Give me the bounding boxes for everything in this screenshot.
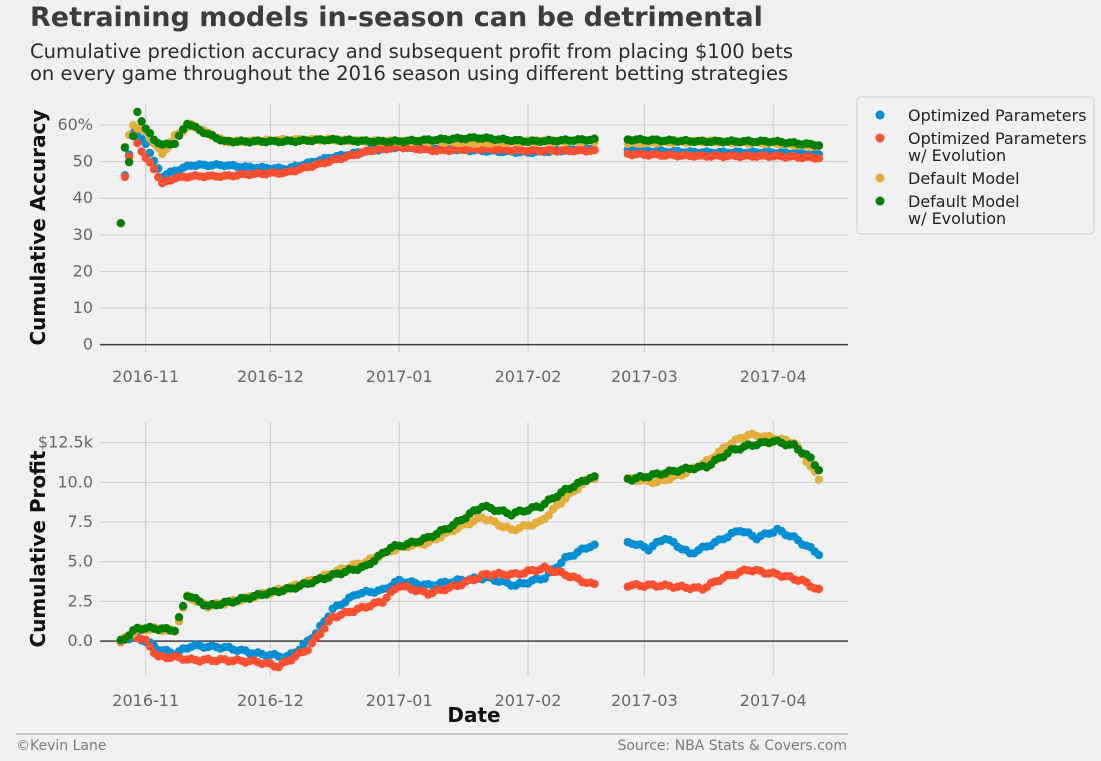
- legend: Optimized Parameters Optimized Parameters…: [856, 96, 1095, 235]
- legend-label: Optimized Parameters: [908, 129, 1087, 148]
- legend-marker: [875, 133, 885, 143]
- x-tick-label: 2017-03: [611, 367, 678, 386]
- y-axis-label: Cumulative Accuracy: [26, 109, 50, 345]
- legend-frame: [856, 96, 1095, 235]
- data-point: [320, 624, 329, 633]
- x-tick-label: 2017-03: [611, 691, 678, 710]
- data-point: [590, 145, 599, 155]
- subtitle-line-1: Cumulative prediction accuracy and subse…: [30, 40, 794, 63]
- x-tick-label: 2017-01: [366, 691, 433, 710]
- legend-label: Default Model: [908, 169, 1020, 188]
- data-point: [137, 117, 146, 126]
- x-tick-label: 2016-11: [112, 691, 179, 710]
- x-tick-label: 2017-04: [740, 367, 807, 386]
- series-optimized-evo: [116, 562, 824, 672]
- data-point: [124, 157, 134, 167]
- series-default-evo: [116, 436, 824, 645]
- data-point: [120, 172, 130, 182]
- y-tick-label: 10.0: [57, 472, 93, 491]
- y-tick-label: $12.5k: [38, 433, 94, 452]
- y-tick-label: 0: [83, 335, 93, 354]
- data-point: [141, 635, 150, 644]
- x-tick-label: 2016-11: [112, 367, 179, 386]
- page-title: Retraining models in-season can be detri…: [30, 2, 763, 33]
- series-optimized-evo: [120, 130, 824, 188]
- footer-credit: ©Kevin Lane: [16, 738, 107, 754]
- data-point: [814, 475, 824, 484]
- data-point: [120, 143, 130, 152]
- chart-panel-1: 0 10 20 30 40 50 60% 2016-11 2016-12 2017-01 2017-…: [26, 103, 848, 386]
- data-point: [178, 601, 188, 611]
- data-point: [145, 129, 155, 138]
- data-point: [814, 550, 824, 560]
- x-tick-label: 2017-02: [495, 367, 562, 386]
- data-point: [170, 139, 179, 149]
- data-point: [544, 510, 553, 520]
- subtitle-line-2: on every game throughout the 2016 season…: [30, 62, 789, 85]
- data-point: [133, 138, 142, 148]
- y-tick-label: 10: [73, 298, 93, 317]
- y-tick-label: 7.5: [68, 512, 93, 531]
- y-tick-label: 5.0: [68, 552, 93, 571]
- data-point: [137, 147, 146, 156]
- data-point: [540, 574, 549, 583]
- data-point: [145, 158, 155, 167]
- data-point: [129, 131, 138, 141]
- data-point: [590, 134, 599, 143]
- data-point: [303, 646, 312, 655]
- data-point: [145, 642, 155, 651]
- data-point: [814, 466, 824, 475]
- legend-marker: [875, 173, 885, 183]
- data-point: [116, 219, 126, 228]
- legend-label: Optimized Parameters: [908, 106, 1087, 125]
- y-tick-label: 20: [73, 261, 93, 280]
- legend-label: w/ Evolution: [908, 209, 1006, 228]
- data-point: [806, 453, 815, 462]
- y-tick-label: 2.5: [68, 591, 93, 610]
- y-tick-label: 60%: [57, 115, 93, 134]
- data-point: [170, 626, 179, 636]
- data-point: [590, 540, 599, 549]
- data-point: [814, 154, 824, 163]
- y-tick-label: 50: [73, 152, 93, 171]
- y-axis-label: Cumulative Profit: [26, 450, 50, 647]
- x-tick-label: 2017-01: [366, 367, 433, 386]
- series-default-evo: [116, 107, 824, 228]
- data-point: [133, 107, 142, 117]
- data-point: [590, 472, 599, 481]
- data-point: [814, 141, 824, 150]
- chart-panel-2: 0.0 2.5 5.0 7.5 10.0 $12.5k 2016-11 2016-12 2017…: [26, 422, 848, 727]
- y-tick-label: 40: [73, 188, 93, 207]
- x-tick-label: 2017-02: [495, 691, 562, 710]
- legend-marker: [875, 110, 885, 120]
- data-point: [174, 613, 184, 622]
- data-point: [149, 164, 159, 174]
- legend-marker: [875, 196, 885, 206]
- data-point: [154, 172, 163, 182]
- x-tick-label: 2016-12: [237, 691, 304, 710]
- y-tick-label: 0.0: [68, 631, 93, 650]
- data-point: [814, 584, 824, 594]
- footer-source: Source: NBA Stats & Covers.com: [617, 738, 847, 754]
- x-tick-label: 2017-04: [740, 691, 807, 710]
- x-axis-label: Date: [447, 703, 500, 727]
- legend-label: w/ Evolution: [908, 146, 1006, 165]
- y-tick-label: 30: [73, 225, 93, 244]
- data-point: [174, 131, 184, 140]
- legend-label: Default Model: [908, 192, 1020, 211]
- data-point: [590, 579, 599, 589]
- x-tick-label: 2016-12: [237, 367, 304, 386]
